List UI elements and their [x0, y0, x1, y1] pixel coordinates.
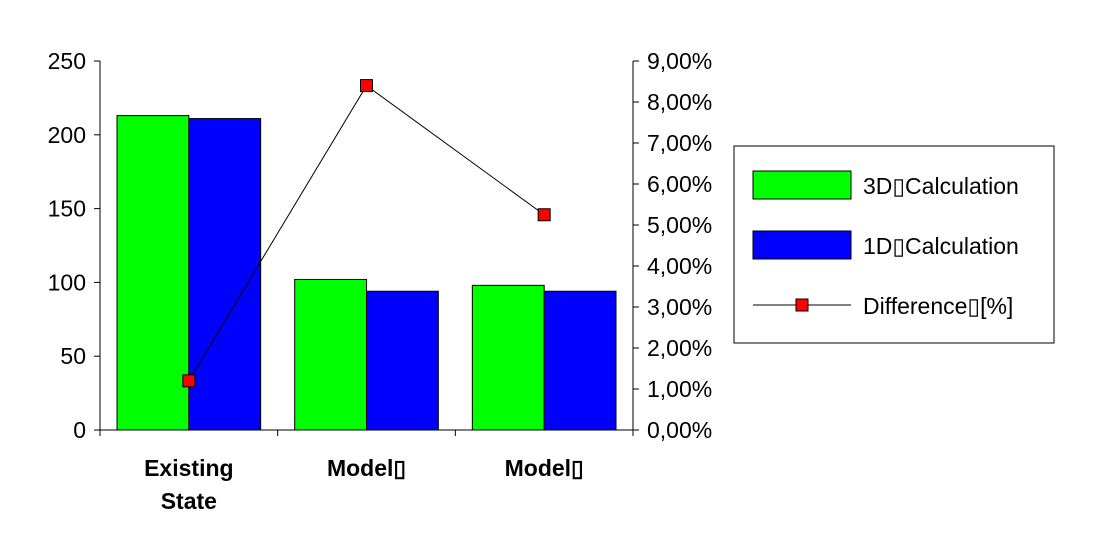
bar — [543, 290, 617, 431]
right-tick-label: 7,00% — [647, 130, 712, 156]
bar — [188, 118, 262, 431]
right-tick-label: 3,00% — [647, 294, 712, 320]
right-tick-label: 2,00% — [647, 335, 712, 361]
bar — [294, 278, 367, 431]
bar-series-group — [116, 115, 617, 431]
x-category-label: Model▯ — [505, 455, 584, 481]
right-tick-label: 5,00% — [647, 212, 712, 238]
x-category-label: Model▯ — [327, 455, 406, 481]
left-tick-label: 200 — [48, 122, 86, 148]
legend-label: Difference▯[%] — [863, 293, 1013, 319]
legend-swatch — [752, 170, 852, 200]
line-point — [182, 374, 196, 388]
left-y-axis: 0 50 100 150 200 250 — [48, 48, 101, 443]
left-tick-label: 0 — [73, 417, 86, 443]
bar — [366, 290, 439, 431]
left-tick-label: 50 — [60, 343, 86, 369]
right-y-axis: 0,00% 1,00% 2,00% 3,00% 4,00% 5,00% 6,00% 7,00%… — [632, 48, 712, 443]
line-series-group — [182, 79, 551, 388]
right-tick-label: 6,00% — [647, 171, 712, 197]
left-tick-label: 150 — [48, 196, 86, 222]
legend-swatch — [752, 230, 852, 260]
x-category-label: Existing — [144, 455, 233, 481]
legend-marker — [795, 298, 809, 312]
x-axis: Existing State Model▯ Model▯ — [99, 429, 634, 514]
bar — [116, 115, 190, 431]
left-tick-label: 100 — [48, 269, 86, 295]
x-category-label: State — [161, 488, 217, 514]
bar — [471, 284, 545, 431]
right-tick-label: 8,00% — [647, 89, 712, 115]
left-tick-label: 250 — [48, 48, 86, 74]
line-point — [360, 79, 373, 93]
legend: 3D▯Calculation 1D▯Calculation Difference▯[… — [733, 145, 1055, 344]
right-tick-label: 4,00% — [647, 253, 712, 279]
right-tick-label: 9,00% — [647, 48, 712, 74]
legend-label: 3D▯Calculation — [863, 173, 1019, 199]
right-tick-label: 1,00% — [647, 376, 712, 402]
line-point — [537, 208, 551, 222]
right-tick-label: 0,00% — [647, 417, 712, 443]
legend-label: 1D▯Calculation — [863, 233, 1019, 259]
